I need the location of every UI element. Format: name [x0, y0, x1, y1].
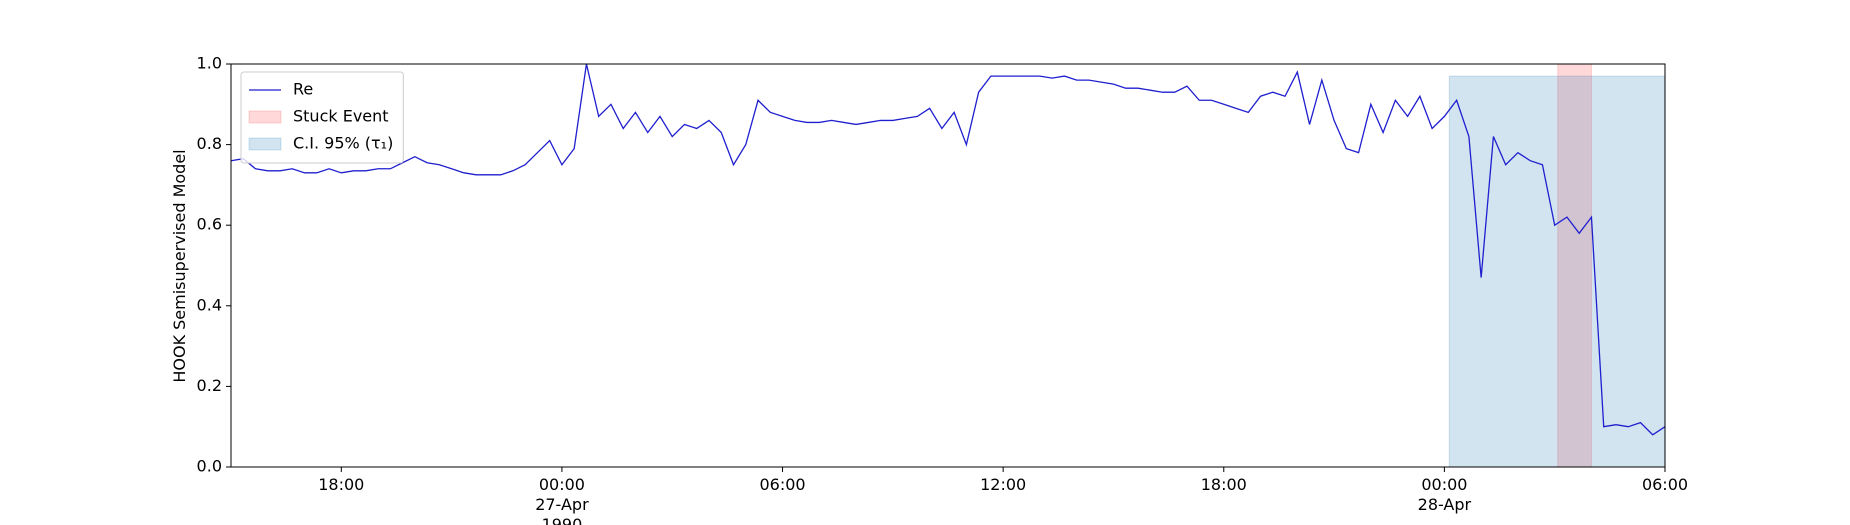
- y-tick-label: 0.8: [197, 134, 222, 153]
- legend-label: C.I. 95% (τ₁): [293, 134, 393, 153]
- x-tick-label: 00:00: [1421, 475, 1467, 494]
- x-tick-sublabel: 28-Apr: [1418, 495, 1472, 514]
- x-tick-label: 18:00: [318, 475, 364, 494]
- legend-patch: [248, 137, 282, 151]
- x-tick-sublabel: 27-Apr: [535, 495, 589, 514]
- span: [1557, 63, 1592, 468]
- y-tick-label: 0.0: [197, 457, 222, 476]
- x-tick-label: 00:00: [539, 475, 585, 494]
- x-tick-sublabel: 1990: [542, 515, 583, 525]
- legend-box: [240, 71, 404, 164]
- line-series: [230, 63, 1666, 436]
- x-tick-label: 06:00: [759, 475, 805, 494]
- y-tick-label: 0.2: [197, 376, 222, 395]
- legend-label: Re: [293, 80, 313, 99]
- y-axis-label: HOOK Semisupervised Model: [170, 149, 189, 382]
- span: [1448, 75, 1666, 468]
- x-tick-label: 18:00: [1201, 475, 1247, 494]
- y-tick-label: 0.4: [197, 295, 222, 314]
- y-tick-label: 0.6: [197, 215, 222, 234]
- y-tick-label: 1.0: [197, 54, 222, 73]
- x-tick-label: 06:00: [1642, 475, 1688, 494]
- x-tick-label: 12:00: [980, 475, 1026, 494]
- legend-label: Stuck Event: [293, 107, 389, 126]
- legend-patch: [248, 110, 282, 124]
- plot-frame: [230, 63, 1666, 468]
